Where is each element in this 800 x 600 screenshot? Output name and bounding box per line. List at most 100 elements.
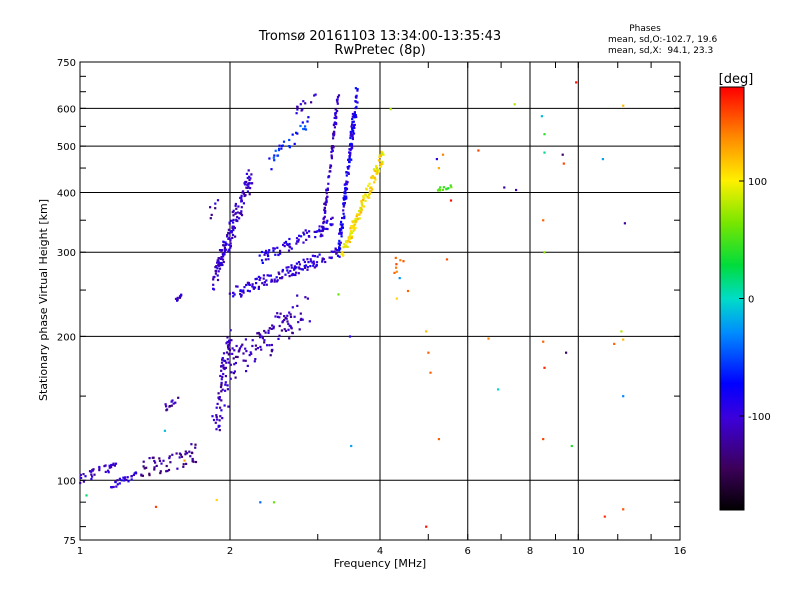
echo-point: [212, 276, 215, 279]
echo-point: [303, 264, 306, 268]
colorbar-band: [720, 248, 744, 250]
colorbar-band: [720, 108, 744, 110]
colorbar-band: [720, 224, 744, 226]
echo-point: [354, 226, 357, 229]
echo-point: [309, 260, 313, 263]
echo-point: [441, 188, 444, 191]
echo-point: [341, 223, 344, 226]
colorbar-band: [720, 270, 744, 272]
colorbar-band: [720, 442, 744, 444]
colorbar-band: [720, 188, 744, 190]
echo-point: [323, 209, 326, 212]
echo-point: [313, 94, 316, 97]
echo-point: [124, 476, 127, 479]
echo-point: [350, 158, 353, 161]
echo-point: [270, 280, 273, 283]
echo-point: [342, 198, 346, 201]
echo-point: [250, 352, 253, 355]
echo-point: [623, 222, 626, 225]
echo-point: [284, 273, 287, 276]
echo-point: [234, 212, 237, 215]
colorbar-band: [720, 123, 744, 125]
echo-point: [289, 269, 292, 273]
echo-point: [270, 327, 273, 330]
echo-point: [277, 253, 280, 257]
colorbar-band: [720, 129, 744, 131]
colorbar-band: [720, 242, 744, 244]
echo-point: [334, 248, 337, 251]
colorbar-band: [720, 341, 744, 343]
echo-point: [287, 266, 290, 269]
colorbar-band: [720, 408, 744, 410]
x-tick-label: 1: [77, 546, 83, 557]
echo-point: [233, 363, 236, 366]
colorbar-band: [720, 453, 744, 455]
echo-point: [370, 176, 373, 179]
colorbar-band: [720, 245, 744, 247]
colorbar-band: [720, 406, 744, 408]
echo-point: [330, 157, 333, 160]
echo-point: [220, 384, 223, 387]
colorbar-band: [720, 179, 744, 181]
colorbar-band: [720, 106, 744, 108]
echo-point: [394, 256, 397, 259]
colorbar-band: [720, 167, 744, 169]
echo-point: [335, 251, 338, 254]
colorbar-band: [720, 225, 744, 227]
colorbar-band: [720, 116, 744, 118]
echo-point: [321, 257, 324, 260]
echo-point: [351, 115, 354, 118]
echo-point: [82, 480, 85, 483]
colorbar-band: [720, 199, 744, 201]
echo-point: [253, 360, 256, 363]
colorbar-band: [720, 397, 744, 399]
colorbar-band: [720, 96, 744, 98]
echo-point: [263, 281, 266, 284]
echo-point: [232, 218, 235, 221]
colorbar-band: [720, 157, 744, 159]
echo-point: [354, 100, 357, 103]
echo-point: [222, 359, 225, 362]
echo-point: [243, 286, 246, 289]
echo-point: [231, 227, 234, 230]
echo-point: [543, 366, 546, 369]
colorbar-band: [720, 337, 744, 339]
colorbar-band: [720, 158, 744, 160]
colorbar-band: [720, 403, 744, 405]
echo-point: [240, 198, 243, 201]
echo-point: [226, 344, 230, 347]
colorbar-band: [720, 286, 744, 288]
colorbar-band: [720, 216, 744, 218]
echo-point: [356, 101, 359, 104]
echo-point: [336, 109, 339, 112]
colorbar-band: [720, 329, 744, 331]
echo-point: [343, 203, 346, 206]
echo-point: [329, 223, 332, 226]
colorbar-band: [720, 357, 744, 359]
colorbar-band: [720, 304, 744, 306]
echo-point: [427, 351, 430, 354]
echo-point: [356, 213, 359, 216]
echo-point: [246, 289, 249, 292]
colorbar-band: [720, 472, 744, 474]
echo-point: [278, 324, 281, 328]
echo-point: [333, 126, 336, 129]
colorbar-band: [720, 172, 744, 174]
echo-point: [270, 278, 273, 281]
echo-point: [326, 195, 329, 198]
echo-point: [215, 266, 218, 269]
echo-point: [168, 455, 171, 458]
echo-point: [236, 211, 239, 214]
echo-point: [314, 236, 317, 239]
echo-point: [333, 116, 336, 119]
echo-point: [108, 464, 111, 467]
echo-point: [126, 476, 129, 479]
colorbar-band: [720, 268, 744, 270]
y-tick-label: 100: [57, 476, 76, 487]
colorbar-band: [720, 480, 744, 482]
echo-point: [231, 211, 234, 214]
echo-point: [331, 148, 334, 151]
echo-point: [226, 340, 229, 344]
echo-point: [104, 470, 107, 473]
echo-point: [326, 227, 329, 231]
